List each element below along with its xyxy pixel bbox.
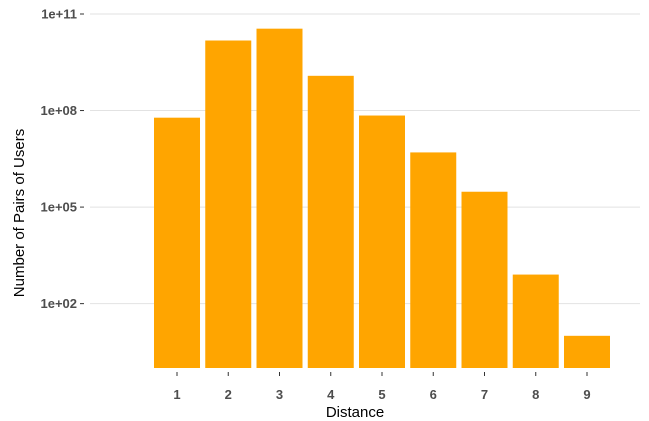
x-tick-label: 8 [532, 387, 539, 402]
y-tick-label: 1e+05 [40, 200, 77, 215]
bar-distance-5 [359, 115, 405, 368]
y-tick-label: 1e+11 [41, 7, 77, 22]
x-tick-label: 2 [225, 387, 232, 402]
bar-distance-6 [410, 152, 457, 368]
bar-distance-2 [205, 40, 252, 368]
x-tick-label: 7 [481, 387, 488, 402]
x-tick-label: 1 [173, 387, 180, 402]
y-tick-label: 1e+08 [40, 103, 77, 118]
bar-distance-3 [256, 28, 303, 368]
x-tick-label: 3 [276, 387, 283, 402]
y-axis-ticks: 1e+02 1e+05 1e+08 1e+11 [40, 7, 84, 311]
bar-distance-7 [461, 191, 508, 368]
bars [154, 28, 610, 369]
bar-distance-9 [564, 335, 610, 368]
x-tick-label: 5 [378, 387, 385, 402]
bar-distance-1 [154, 117, 200, 368]
x-axis-ticks: 1 2 3 4 5 6 7 8 9 [173, 372, 591, 402]
x-tick-label: 9 [583, 387, 590, 402]
bar-distance-8 [512, 274, 559, 368]
y-axis-title: Number of Pairs of Users [11, 129, 28, 297]
x-tick-label: 6 [430, 387, 437, 402]
x-axis-title: Distance [326, 404, 384, 421]
bar-distance-4 [307, 75, 354, 369]
x-tick-label: 4 [327, 387, 335, 402]
y-tick-label: 1e+02 [40, 296, 77, 311]
